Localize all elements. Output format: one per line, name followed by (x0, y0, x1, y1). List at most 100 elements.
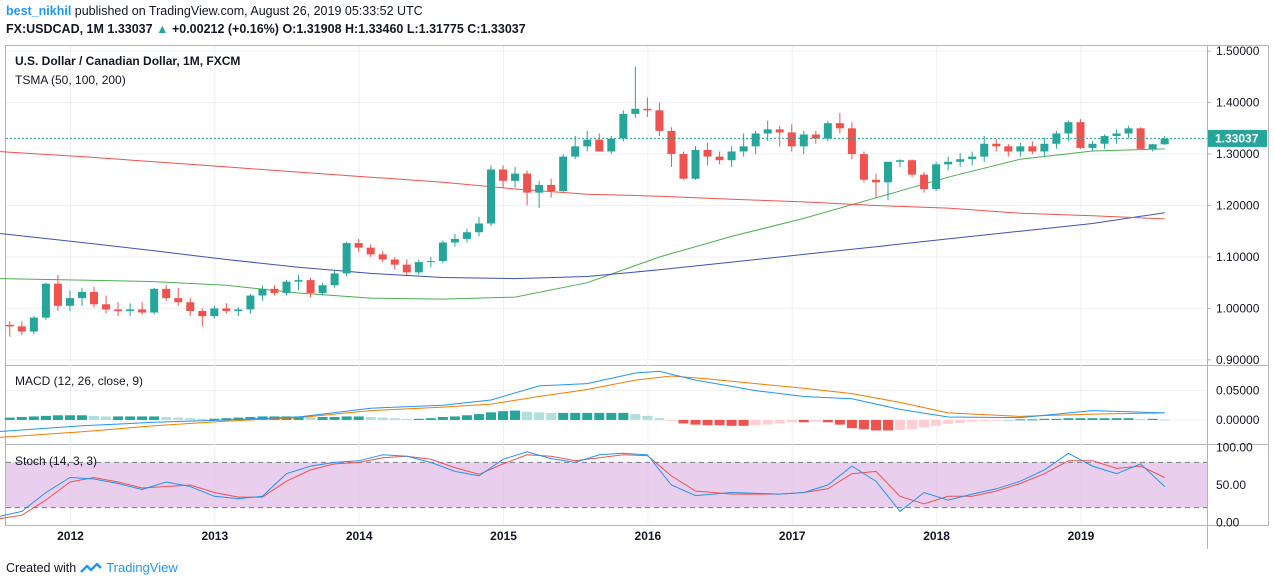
macd-histogram-bar (52, 415, 63, 420)
macd-histogram-bar (293, 416, 304, 420)
candle (703, 142, 712, 166)
candle-body (1004, 146, 1013, 152)
candle (523, 170, 532, 206)
candle (908, 159, 917, 178)
candle-body (511, 173, 520, 181)
symbol-summary: FX:USDCAD, 1M 1.33037 ▲ +0.00212 (+0.16%… (6, 22, 526, 36)
candle (679, 151, 688, 180)
macd-histogram-bar (1051, 418, 1062, 420)
macd-histogram-bar (1111, 418, 1122, 420)
tradingview-brand[interactable]: TradingView (106, 560, 178, 575)
candle (438, 240, 447, 264)
candle-body (114, 309, 123, 311)
macd-histogram-bar (895, 419, 906, 430)
macd-histogram-bar (738, 419, 749, 426)
candle (667, 127, 676, 167)
candle (559, 154, 568, 193)
candle-body (823, 123, 832, 139)
macd-histogram-bar (64, 415, 75, 420)
candle-body (595, 139, 604, 152)
macd-histogram-bar (473, 414, 484, 420)
macd-histogram-bar (666, 419, 677, 422)
candle (474, 216, 483, 237)
macd-histogram-bar (630, 414, 641, 420)
price-tick-label: 1.40000 (1216, 96, 1260, 110)
candle-body (691, 149, 700, 179)
candle-body (414, 262, 423, 273)
candle (29, 316, 38, 335)
macd-tick-label: 0.05000 (1216, 384, 1260, 398)
candle-body (210, 308, 219, 317)
macd-histogram-bar (209, 418, 220, 420)
candle-body (462, 232, 471, 239)
macd-histogram-bar (437, 417, 448, 420)
macd-line (0, 370, 1165, 433)
ma-line-ma50 (0, 148, 1165, 300)
price-tick-label: 1.50000 (1216, 44, 1260, 58)
candle (354, 238, 363, 252)
candle (751, 130, 760, 155)
macd-histogram-bar (822, 419, 833, 423)
candle-body (150, 288, 159, 313)
macd-histogram-bar (4, 417, 15, 420)
macd-histogram-bar (846, 419, 857, 429)
candle (571, 136, 580, 160)
candle (643, 97, 652, 118)
macd-histogram-bar (498, 411, 509, 420)
candle (174, 287, 183, 306)
candle-body (499, 169, 508, 181)
candle (102, 295, 111, 314)
macd-histogram-bar (810, 419, 821, 422)
candle (956, 153, 965, 167)
candle-body (1028, 146, 1037, 152)
candle (1040, 137, 1049, 157)
x-tick-label: 2014 (346, 529, 373, 543)
macd-histogram-bar (401, 418, 412, 420)
candle-body (751, 133, 760, 147)
candle-body (655, 110, 664, 131)
candle (655, 102, 664, 137)
candle-body (450, 238, 459, 243)
macd-histogram-bar (991, 419, 1002, 421)
x-tick-label: 2013 (201, 529, 228, 543)
macd-pane-frame (5, 365, 1269, 445)
candle (859, 151, 868, 183)
macd-histogram-bar (1039, 418, 1050, 420)
candle-body (174, 298, 183, 303)
candle (210, 305, 219, 319)
footer: Created with TradingView (6, 560, 178, 575)
macd-histogram-bar (702, 419, 713, 426)
candle-body (956, 159, 965, 162)
macd-histogram-bar (161, 417, 172, 420)
macd-histogram-bar (834, 419, 845, 425)
candle (499, 165, 508, 188)
macd-histogram-bar (558, 412, 569, 420)
macd-histogram-bar (534, 412, 545, 420)
candle-body (667, 130, 676, 155)
macd-histogram-bar (185, 418, 196, 420)
candle (847, 122, 856, 160)
candle (535, 180, 544, 209)
ma-line-ma200 (0, 151, 1165, 220)
candle-body (90, 291, 99, 305)
candle-body (932, 164, 941, 190)
macd-histogram-bar (76, 415, 87, 420)
candle (715, 151, 724, 165)
price-pane-title: U.S. Dollar / Canadian Dollar, 1M, FXCM (15, 54, 240, 68)
candle-body (198, 310, 207, 317)
candle-body (859, 154, 868, 180)
macd-histogram-bar (750, 419, 761, 426)
candle (1112, 129, 1121, 144)
candle-body (65, 298, 74, 306)
macd-histogram-bar (919, 419, 930, 428)
stoch-label: Stoch (14, 3, 3) (15, 454, 97, 468)
candle-body (1076, 122, 1085, 148)
candle (1064, 120, 1073, 142)
candle-body (980, 143, 989, 157)
macd-histogram-bar (1159, 419, 1170, 421)
candle (270, 285, 279, 296)
author-link[interactable]: best_nikhil (6, 4, 72, 18)
candle (234, 307, 243, 317)
macd-histogram-bar (329, 417, 340, 420)
